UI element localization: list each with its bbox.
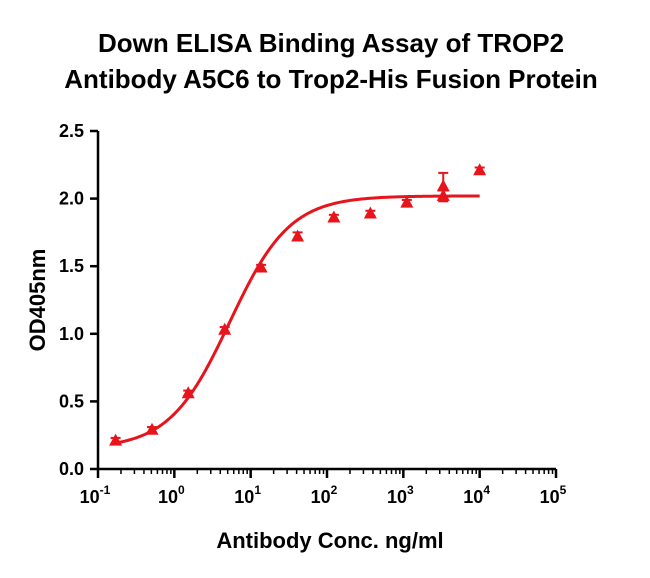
y-axis-ticks: 0.0 0.5 1.0 1.5 2.0 2.5 bbox=[59, 121, 98, 479]
data-point bbox=[181, 386, 195, 399]
data-point bbox=[473, 163, 487, 176]
chart-title-line-1: Down ELISA Binding Assay of TROP2 bbox=[98, 28, 564, 58]
x-tick-label: 100 bbox=[158, 483, 185, 507]
x-tick-label: 105 bbox=[540, 483, 567, 507]
y-axis-label: OD405nm bbox=[25, 249, 50, 352]
triangle-marker bbox=[181, 386, 195, 399]
triangle-marker bbox=[327, 210, 341, 223]
x-axis-label: Antibody Conc. ng/ml bbox=[216, 528, 443, 553]
y-tick-label: 1.5 bbox=[59, 256, 84, 276]
data-point bbox=[291, 229, 305, 242]
data-point bbox=[254, 260, 268, 273]
data-point bbox=[109, 433, 123, 446]
triangle-marker bbox=[473, 163, 487, 176]
triangle-marker bbox=[291, 229, 305, 242]
chart-title-line-2: Antibody A5C6 to Trop2-His Fusion Protei… bbox=[64, 64, 598, 94]
data-point bbox=[436, 171, 450, 201]
triangle-marker bbox=[400, 195, 414, 208]
triangle-marker bbox=[436, 179, 450, 192]
x-tick-label: 102 bbox=[311, 483, 338, 507]
y-tick-label: 2.0 bbox=[59, 189, 84, 209]
y-tick-label: 0.0 bbox=[59, 459, 84, 479]
y-tick-label: 1.0 bbox=[59, 324, 84, 344]
triangle-marker bbox=[218, 322, 232, 335]
triangle-marker bbox=[363, 206, 377, 219]
data-point bbox=[363, 206, 377, 219]
data-point bbox=[218, 322, 232, 335]
x-tick-label: 104 bbox=[463, 483, 490, 507]
x-axis-ticks: 10-1 100 101 102 103 104 105 bbox=[80, 469, 567, 507]
x-tick-label: 101 bbox=[234, 483, 261, 507]
x-tick-label: 10-1 bbox=[80, 483, 111, 507]
triangle-marker bbox=[109, 433, 123, 446]
fit-curve bbox=[115, 194, 480, 445]
x-tick-label: 103 bbox=[387, 483, 414, 507]
data-point bbox=[327, 210, 341, 223]
triangle-marker bbox=[145, 422, 159, 435]
data-point bbox=[400, 195, 414, 208]
data-point bbox=[145, 422, 159, 435]
triangle-marker bbox=[254, 260, 268, 273]
data-points bbox=[109, 163, 487, 446]
y-tick-label: 2.5 bbox=[59, 121, 84, 141]
y-tick-label: 0.5 bbox=[59, 391, 84, 411]
